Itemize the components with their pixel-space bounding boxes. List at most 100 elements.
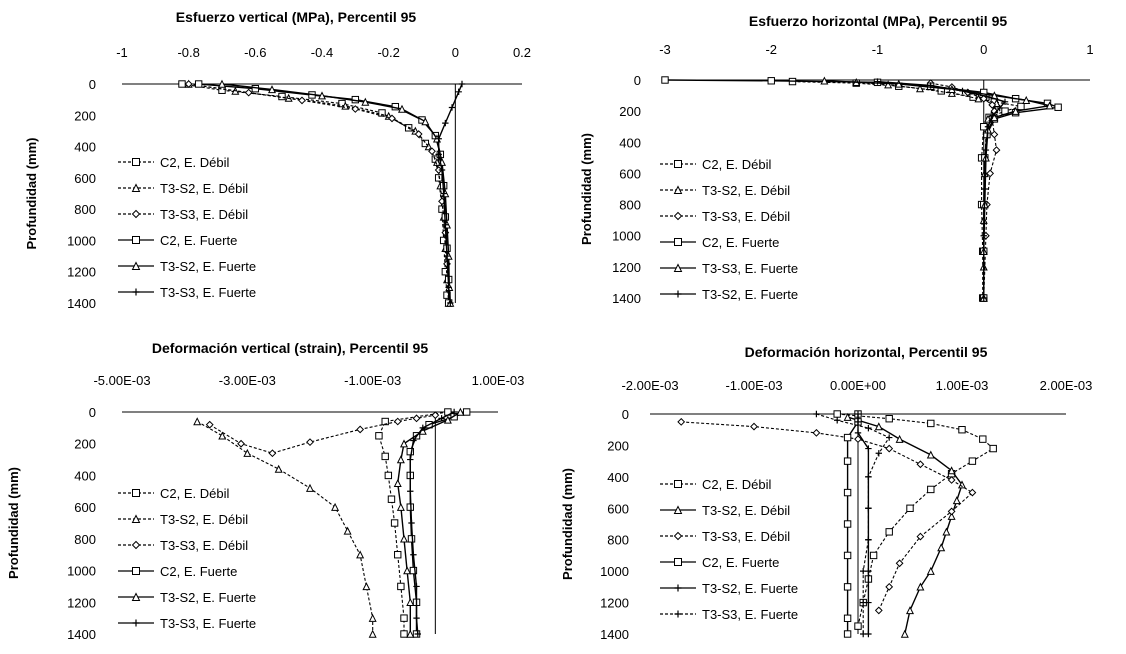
data-point — [218, 431, 227, 440]
x-tick-label: -0.8 — [177, 45, 199, 60]
data-point — [356, 550, 365, 559]
y-tick-label: 800 — [74, 532, 96, 547]
x-tick-label: 0.2 — [513, 45, 531, 60]
data-point — [843, 583, 852, 591]
data-point — [1022, 95, 1031, 104]
y-tick-label: 600 — [74, 500, 96, 515]
y-tick-label: 1000 — [612, 229, 641, 244]
data-point — [413, 583, 420, 590]
data-point — [979, 435, 987, 443]
data-point — [435, 151, 442, 158]
legend: C2, E. Débil T3-S2, E. Débil T3-S3, E. Déb… — [118, 155, 256, 300]
legend-label: C2, E. Fuerte — [160, 564, 237, 579]
data-point — [251, 84, 260, 93]
x-tick-label: -0.6 — [244, 45, 266, 60]
x-tick-label: -3 — [659, 42, 671, 57]
legend-marker — [131, 261, 141, 270]
x-tick-label: -1.00E-03 — [725, 378, 782, 393]
data-point — [317, 91, 327, 100]
data-point — [885, 415, 893, 423]
data-point — [244, 88, 253, 97]
data-point — [305, 483, 315, 492]
legend-label: T3-S3, E. Fuerte — [160, 285, 256, 300]
legend-label: T3-S3, E. Fuerte — [702, 261, 798, 276]
data-point — [375, 432, 383, 440]
y-tick-label: 600 — [74, 171, 96, 186]
legend-label: T3-S2, E. Débil — [702, 503, 790, 518]
data-point — [447, 299, 454, 307]
legend-label: C2, E. Débil — [702, 477, 771, 492]
data-point — [406, 597, 415, 606]
data-point — [813, 410, 820, 418]
data-point — [205, 420, 214, 429]
data-point — [438, 415, 445, 422]
series-line — [221, 83, 451, 304]
y-tick-label: 200 — [74, 108, 96, 123]
data-point — [448, 104, 456, 111]
data-point — [750, 422, 758, 431]
legend-label: C2, E. Débil — [160, 155, 229, 170]
data-point — [399, 534, 409, 543]
data-point — [462, 408, 471, 416]
data-point — [968, 457, 977, 465]
data-point — [916, 582, 925, 591]
series-line — [846, 414, 859, 634]
data-point — [455, 88, 462, 96]
data-point — [443, 252, 451, 260]
chart-title: Deformación horizontal, Percentil 95 — [745, 344, 988, 360]
data-point — [428, 147, 436, 156]
legend-label: T3-S2, E. Débil — [160, 181, 248, 196]
data-point — [406, 629, 415, 638]
y-tick-label: 400 — [74, 140, 96, 155]
data-point — [442, 221, 449, 228]
data-point — [884, 80, 893, 89]
legend-marker — [132, 236, 140, 244]
y-tick-label: 1000 — [67, 564, 96, 579]
data-point — [445, 284, 452, 291]
data-point — [403, 566, 412, 575]
y-tick-label: 1200 — [67, 265, 96, 280]
data-point — [959, 87, 966, 95]
series-line — [856, 81, 998, 298]
legend-marker — [674, 480, 682, 488]
data-point — [409, 566, 418, 575]
data-point — [854, 429, 862, 437]
data-point — [874, 78, 881, 85]
data-point — [368, 613, 377, 622]
data-point — [661, 76, 669, 84]
data-point — [986, 169, 995, 178]
data-point — [378, 109, 386, 117]
legend-marker — [674, 558, 682, 566]
series-line — [438, 83, 463, 304]
data-point — [407, 456, 414, 463]
series-3 — [205, 411, 440, 458]
y-tick-label: 1000 — [67, 233, 96, 248]
data-point — [351, 105, 360, 113]
series-line — [409, 411, 455, 635]
data-point — [942, 527, 951, 536]
data-point — [865, 445, 872, 452]
x-tick-label: 1 — [1086, 42, 1093, 57]
legend-label: T3-S3, E. Fuerte — [702, 607, 798, 622]
data-point — [927, 82, 934, 89]
chart-panel-1: Esfuerzo vertical (MPa), Percentil 95 -1 -… — [24, 9, 531, 311]
data-point — [885, 444, 894, 453]
data-point — [937, 543, 946, 552]
data-point — [947, 507, 956, 516]
series-line — [877, 80, 1007, 298]
data-point — [843, 520, 852, 528]
data-point — [875, 450, 882, 457]
y-tick-label: 0 — [634, 73, 641, 88]
data-point — [990, 130, 999, 139]
chart-title: Esfuerzo vertical (MPa), Percentil 95 — [176, 9, 417, 25]
series-5 — [393, 407, 465, 638]
data-point — [450, 408, 458, 416]
series-5 — [820, 76, 1054, 302]
x-tick-label: -1.00E-03 — [344, 373, 401, 388]
data-point — [381, 452, 389, 461]
y-tick-label: 400 — [619, 135, 641, 150]
legend-marker — [132, 288, 140, 296]
data-point — [854, 410, 862, 418]
y-tick-label: 1400 — [612, 291, 641, 306]
data-point — [243, 448, 252, 457]
